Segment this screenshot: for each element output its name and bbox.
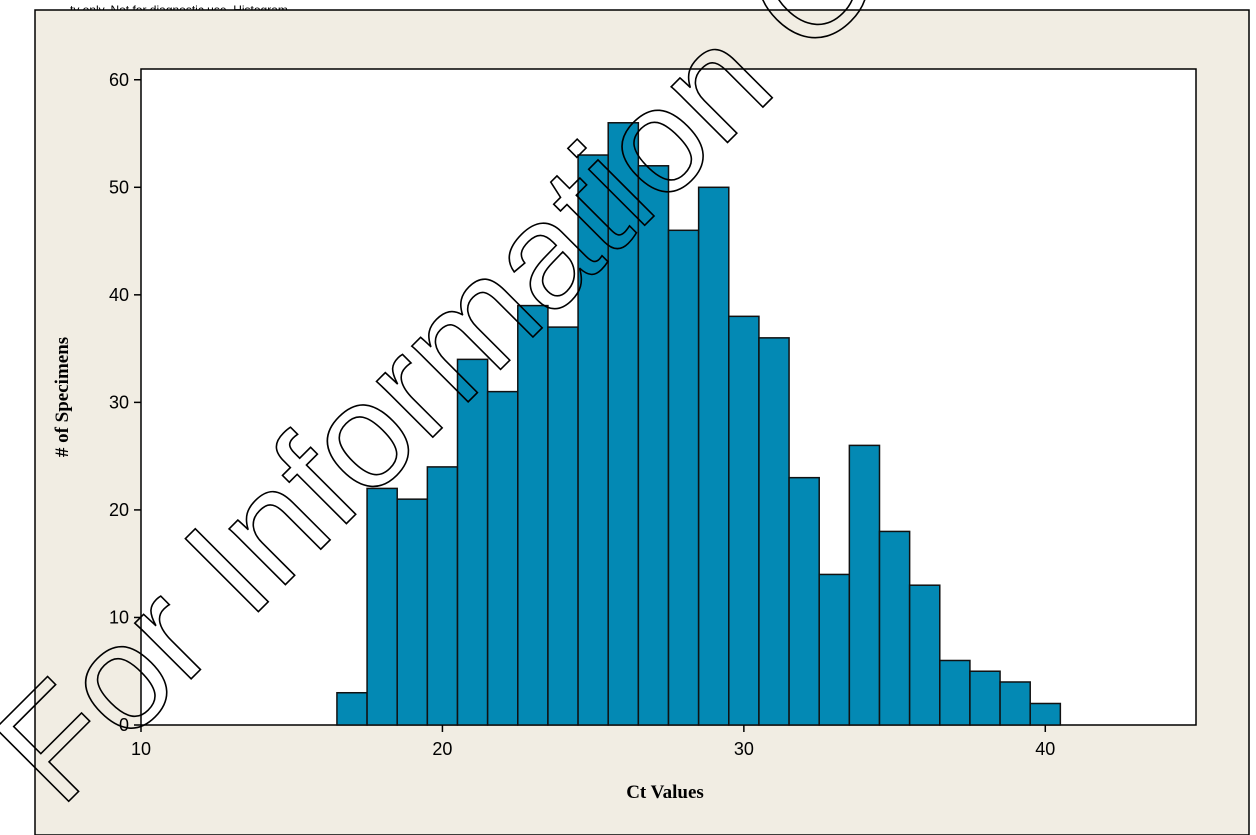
y-axis-title: # of Specimens — [52, 337, 73, 457]
histogram-bar — [939, 659, 971, 726]
y-tick-label: 50 — [109, 177, 129, 197]
histogram-bar — [486, 390, 519, 726]
y-tick-label: 30 — [109, 392, 129, 412]
histogram-bar — [969, 670, 1001, 726]
histogram-bar — [517, 304, 549, 726]
histogram-bar — [396, 498, 429, 726]
histogram-bar — [999, 681, 1031, 726]
x-tick-label: 30 — [734, 739, 754, 759]
histogram-bar — [456, 358, 489, 726]
y-tick-label: 0 — [119, 715, 129, 735]
histogram-bar — [336, 691, 368, 726]
histogram-bar — [577, 154, 609, 726]
y-axis-ticks: 0 10 20 30 40 50 60 — [109, 70, 141, 735]
histogram-bar — [1029, 702, 1062, 726]
x-tick-label: 40 — [1035, 739, 1055, 759]
y-tick-label: 60 — [109, 70, 129, 90]
y-tick-label: 40 — [109, 285, 129, 305]
histogram-bar — [637, 165, 670, 726]
x-axis-title: Ct Values — [626, 782, 704, 803]
histogram-bar — [818, 573, 851, 726]
histogram-bar — [667, 229, 700, 726]
histogram-bar — [908, 584, 941, 726]
y-tick-label: 20 — [109, 500, 129, 520]
histogram-bar — [848, 444, 881, 726]
x-axis-ticks: 10 20 30 40 — [131, 725, 1055, 759]
histogram-bar — [788, 476, 820, 726]
histogram-bar — [878, 530, 911, 726]
histogram-bar — [426, 466, 459, 726]
histogram-bar — [758, 337, 790, 726]
histogram-bar — [728, 315, 760, 726]
bars-group — [336, 122, 1062, 726]
histogram-bar — [366, 487, 398, 726]
histogram-bar — [697, 186, 730, 726]
histogram-bar — [607, 122, 640, 726]
x-tick-label: 10 — [131, 739, 151, 759]
histogram-bar — [547, 326, 579, 726]
y-tick-label: 10 — [109, 607, 129, 627]
x-tick-label: 20 — [432, 739, 452, 759]
